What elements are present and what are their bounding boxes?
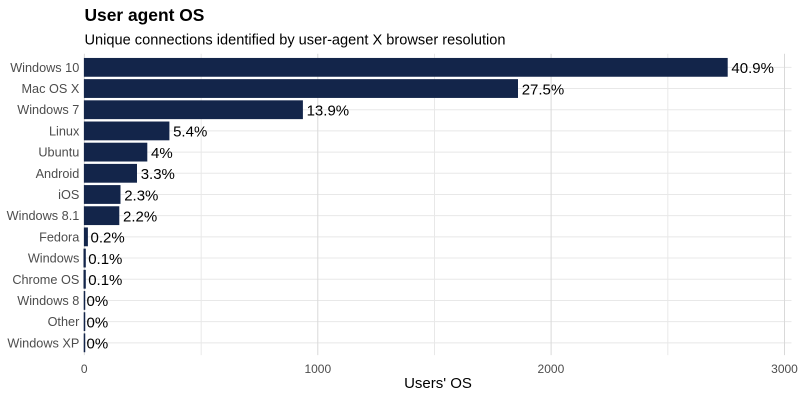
svg-text:0%: 0% <box>87 293 109 310</box>
svg-text:Windows XP: Windows XP <box>7 336 79 350</box>
svg-text:0.1%: 0.1% <box>88 251 122 268</box>
svg-text:0.2%: 0.2% <box>91 230 125 247</box>
svg-text:3.3%: 3.3% <box>141 166 175 183</box>
svg-text:0.1%: 0.1% <box>88 272 122 289</box>
svg-text:2000: 2000 <box>538 362 565 376</box>
svg-text:iOS: iOS <box>58 188 79 202</box>
svg-text:Windows 10: Windows 10 <box>10 61 79 75</box>
svg-text:0: 0 <box>81 362 88 376</box>
svg-text:Windows 8.1: Windows 8.1 <box>7 209 80 223</box>
svg-text:Other: Other <box>48 315 81 329</box>
svg-text:4%: 4% <box>151 145 173 162</box>
svg-text:27.5%: 27.5% <box>522 81 565 98</box>
svg-text:40.9%: 40.9% <box>731 60 774 77</box>
svg-text:0%: 0% <box>87 314 109 331</box>
svg-text:Users' OS: Users' OS <box>404 375 472 392</box>
svg-text:Chrome OS: Chrome OS <box>12 273 79 287</box>
svg-text:User agent OS: User agent OS <box>85 5 205 25</box>
svg-text:Windows 7: Windows 7 <box>17 103 79 117</box>
svg-text:2.2%: 2.2% <box>123 208 157 225</box>
svg-text:Fedora: Fedora <box>39 230 80 244</box>
svg-text:Windows 8: Windows 8 <box>17 294 79 308</box>
svg-text:1000: 1000 <box>304 362 331 376</box>
svg-text:Android: Android <box>36 167 80 181</box>
svg-text:Unique connections identified: Unique connections identified by user-ag… <box>85 32 506 48</box>
svg-text:3000: 3000 <box>771 362 798 376</box>
svg-text:Linux: Linux <box>49 124 80 138</box>
svg-text:5.4%: 5.4% <box>173 124 207 141</box>
svg-text:2.3%: 2.3% <box>124 187 158 204</box>
svg-text:Mac OS X: Mac OS X <box>21 82 79 96</box>
svg-text:Ubuntu: Ubuntu <box>38 146 79 160</box>
svg-text:13.9%: 13.9% <box>307 103 350 120</box>
svg-text:Windows: Windows <box>28 252 79 266</box>
svg-text:0%: 0% <box>87 336 109 353</box>
